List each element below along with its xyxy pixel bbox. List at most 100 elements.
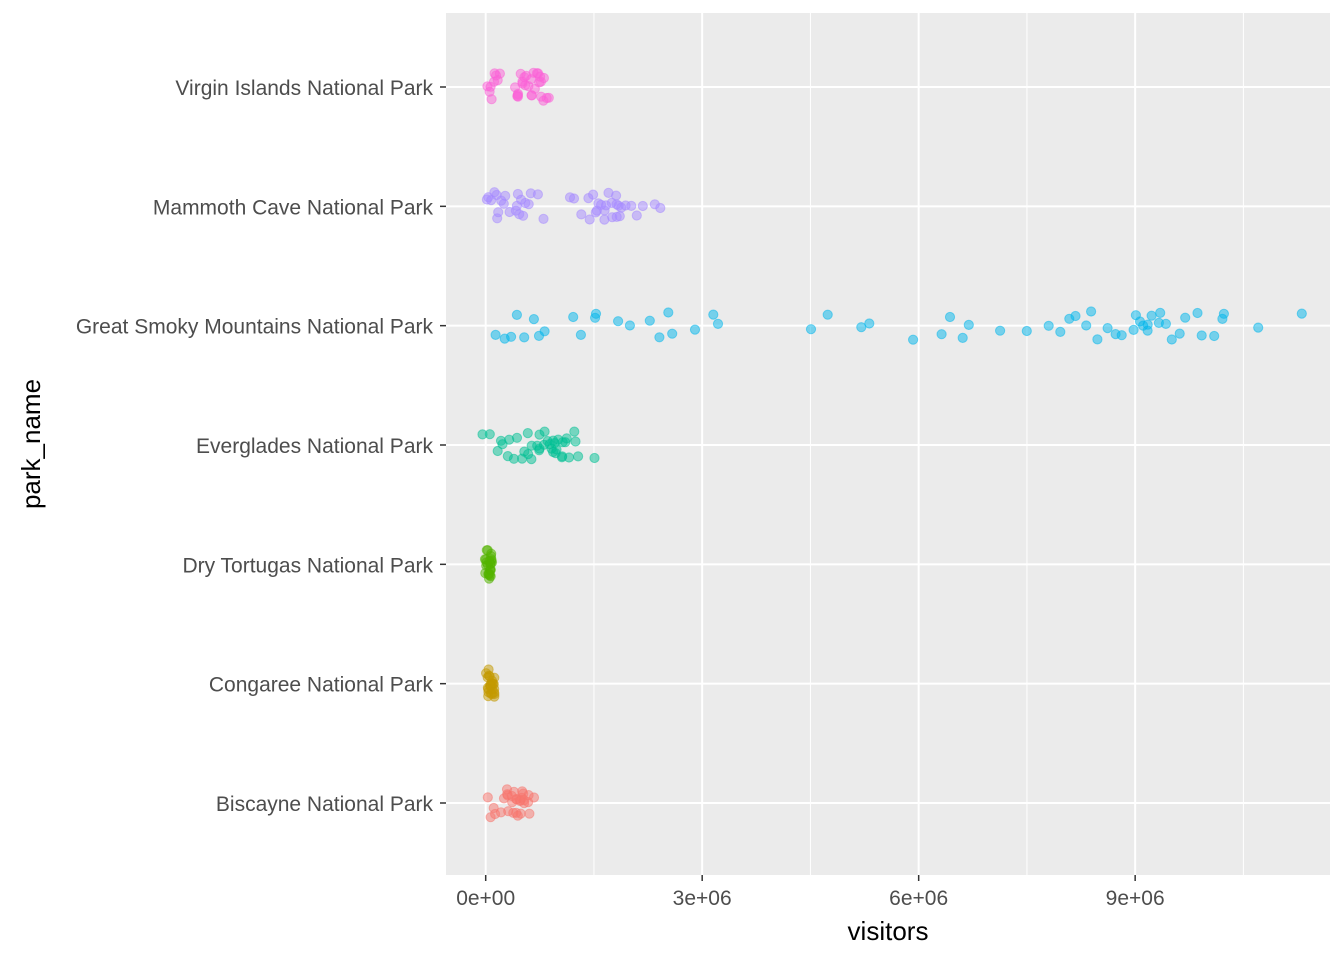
data-point xyxy=(517,786,528,797)
data-point xyxy=(526,74,537,85)
data-point xyxy=(708,309,719,320)
data-point xyxy=(584,214,595,225)
data-point xyxy=(484,570,495,581)
data-point xyxy=(631,210,642,221)
y-axis: Biscayne National Park Congaree National … xyxy=(76,77,446,816)
data-point xyxy=(529,83,540,95)
data-point xyxy=(593,198,604,209)
data-point xyxy=(1146,310,1157,321)
x-tick-label: 0e+00 xyxy=(456,887,515,910)
data-point xyxy=(590,308,602,319)
data-point xyxy=(663,307,674,318)
data-point xyxy=(526,454,537,465)
data-point xyxy=(551,444,562,455)
y-tick-label: Mammoth Cave National Park xyxy=(153,196,434,219)
data-point xyxy=(1070,310,1081,322)
data-point xyxy=(1155,307,1166,318)
x-tick-label: 3e+06 xyxy=(673,887,732,910)
data-point xyxy=(522,428,533,439)
data-point xyxy=(1116,330,1127,341)
data-point xyxy=(511,309,523,320)
data-point xyxy=(614,211,625,222)
data-point xyxy=(805,324,817,335)
data-point xyxy=(613,316,624,327)
data-point xyxy=(1166,334,1177,345)
data-point xyxy=(539,326,550,337)
data-point xyxy=(536,91,547,102)
data-point xyxy=(576,209,587,220)
data-points xyxy=(477,67,1307,823)
data-point xyxy=(519,332,530,343)
data-point xyxy=(1128,324,1139,335)
data-point xyxy=(575,329,587,340)
data-point xyxy=(654,332,665,343)
y-tick-label: Everglades National Park xyxy=(196,435,433,458)
data-point xyxy=(599,214,610,225)
data-point xyxy=(624,320,636,331)
data-point xyxy=(590,207,601,218)
data-point xyxy=(1043,320,1054,331)
data-point xyxy=(864,318,875,329)
data-point xyxy=(689,324,701,335)
data-point xyxy=(957,332,968,343)
x-tick-label: 6e+06 xyxy=(889,887,948,910)
data-point xyxy=(1209,330,1220,342)
x-axis: 0e+00 3e+06 6e+06 9e+06 xyxy=(456,875,1165,910)
data-point xyxy=(822,309,833,320)
data-point xyxy=(492,445,503,457)
data-point xyxy=(490,329,501,340)
y-axis-title: park_name xyxy=(16,379,46,509)
data-point xyxy=(484,429,495,440)
data-point xyxy=(486,94,497,105)
data-point xyxy=(611,199,622,210)
y-tick-label: Dry Tortugas National Park xyxy=(182,554,433,577)
data-point xyxy=(944,311,956,323)
data-point xyxy=(568,311,579,323)
data-point xyxy=(481,545,492,556)
data-point xyxy=(524,808,535,819)
data-point xyxy=(1296,308,1307,319)
data-point xyxy=(484,671,495,682)
data-point xyxy=(1180,312,1191,323)
data-point xyxy=(1218,308,1230,319)
data-point xyxy=(512,810,523,821)
data-point xyxy=(936,329,947,340)
data-point xyxy=(1253,322,1264,333)
data-point xyxy=(1174,328,1185,339)
data-point xyxy=(570,436,581,447)
data-point xyxy=(560,437,571,448)
data-point xyxy=(908,334,919,345)
data-point xyxy=(484,556,495,567)
data-point xyxy=(589,452,600,464)
data-point xyxy=(1160,318,1172,329)
data-point xyxy=(518,210,529,221)
data-point xyxy=(512,91,524,102)
data-point xyxy=(511,432,523,443)
data-point xyxy=(487,688,498,700)
data-point xyxy=(655,202,666,214)
data-point xyxy=(1142,325,1153,336)
data-point xyxy=(644,315,655,326)
y-tick-label: Biscayne National Park xyxy=(216,793,434,816)
data-point xyxy=(963,319,974,330)
data-point xyxy=(489,68,500,79)
data-point xyxy=(667,328,678,339)
data-point xyxy=(1192,307,1203,319)
data-point xyxy=(519,795,530,806)
data-point xyxy=(501,784,513,795)
data-point xyxy=(626,200,637,211)
data-point xyxy=(1092,334,1103,345)
data-point xyxy=(1196,330,1207,341)
data-point xyxy=(1055,326,1066,337)
data-point xyxy=(583,193,594,204)
y-tick-label: Great Smoky Mountains National Park xyxy=(76,316,434,339)
data-point xyxy=(493,207,504,218)
data-point xyxy=(568,193,580,204)
y-tick-label: Congaree National Park xyxy=(209,674,434,697)
x-tick-label: 9e+06 xyxy=(1106,887,1165,910)
data-point xyxy=(538,72,550,84)
data-point xyxy=(489,187,500,198)
data-point xyxy=(1081,320,1092,331)
data-point xyxy=(573,451,584,462)
